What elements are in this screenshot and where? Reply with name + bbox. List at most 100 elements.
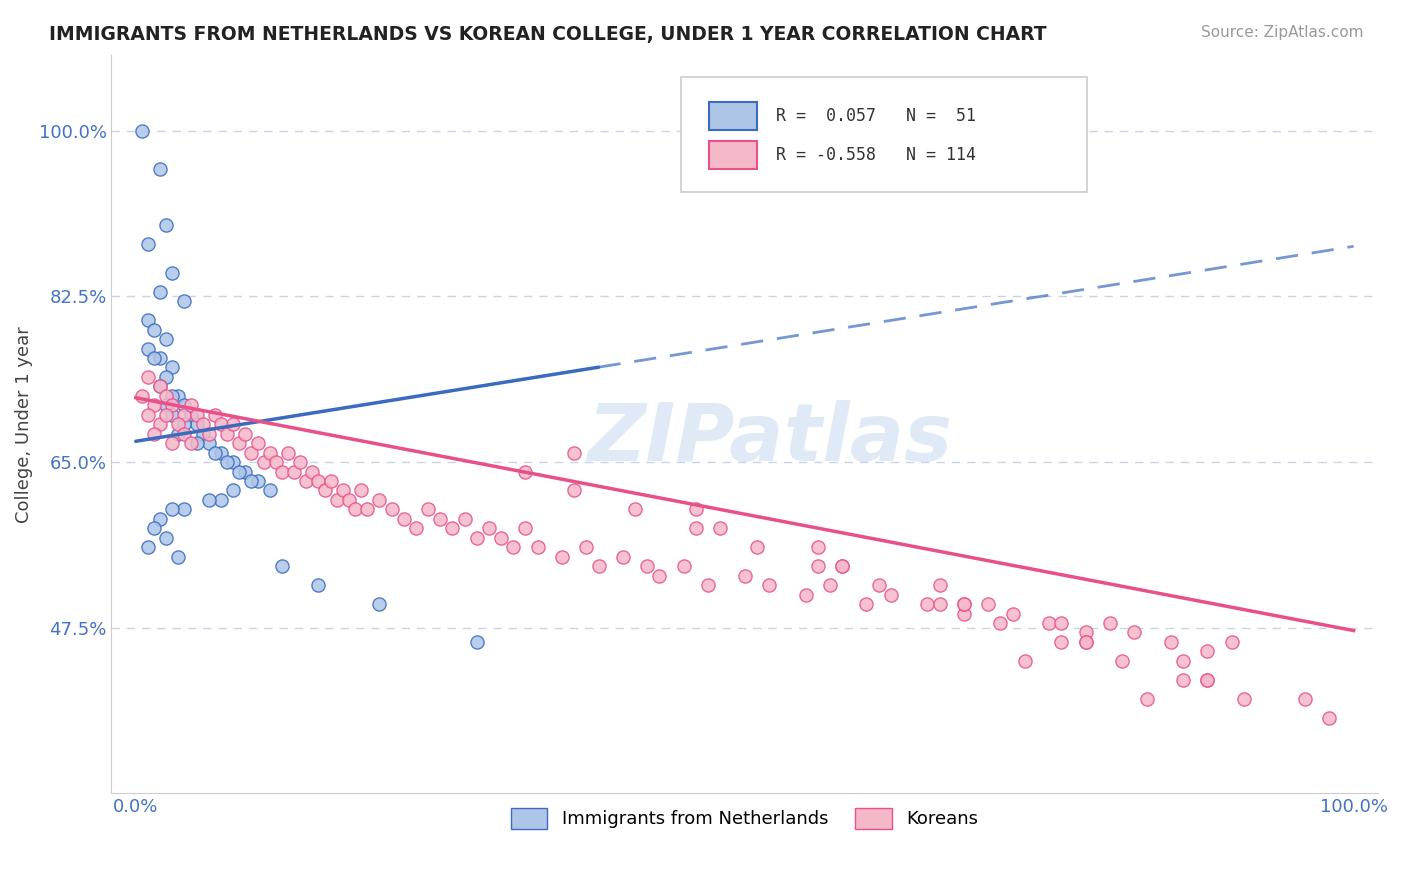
Point: [162, 408, 184, 422]
Point: [332, 483, 354, 498]
Point: [917, 597, 939, 611]
Point: [283, 465, 305, 479]
Point: [1074, 635, 1097, 649]
Point: [136, 370, 159, 384]
Point: [880, 588, 903, 602]
Point: [953, 607, 976, 621]
Point: [173, 294, 195, 309]
Point: [271, 559, 294, 574]
Point: [288, 455, 311, 469]
Point: [709, 521, 731, 535]
Point: [259, 445, 281, 459]
Point: [1123, 625, 1146, 640]
Point: [198, 492, 221, 507]
Point: [953, 597, 976, 611]
Point: [209, 445, 232, 459]
Point: [204, 445, 226, 459]
Point: [1294, 691, 1316, 706]
Point: [136, 342, 159, 356]
Point: [143, 426, 166, 441]
Point: [191, 417, 214, 432]
Point: [173, 426, 195, 441]
Point: [1050, 615, 1073, 630]
Point: [180, 436, 202, 450]
Point: [648, 568, 671, 582]
Point: [612, 549, 634, 564]
Point: [1171, 673, 1194, 687]
Point: [180, 408, 202, 422]
Point: [136, 541, 159, 555]
Point: [136, 313, 159, 327]
Point: [162, 266, 184, 280]
Point: [162, 389, 184, 403]
Point: [167, 549, 190, 564]
Point: [526, 541, 548, 555]
Point: [259, 483, 281, 498]
Point: [478, 521, 501, 535]
Point: [173, 502, 195, 516]
Point: [162, 436, 184, 450]
Point: [392, 512, 415, 526]
Point: [1233, 691, 1256, 706]
Point: [337, 492, 360, 507]
Point: [636, 559, 658, 574]
Point: [155, 531, 177, 545]
Point: [167, 426, 190, 441]
Legend: Immigrants from Netherlands, Koreans: Immigrants from Netherlands, Koreans: [505, 801, 986, 836]
Point: [818, 578, 841, 592]
Point: [807, 559, 830, 574]
Point: [155, 370, 177, 384]
Point: [990, 615, 1012, 630]
Point: [465, 531, 488, 545]
Point: [186, 417, 208, 432]
Point: [307, 578, 329, 592]
Point: [295, 474, 318, 488]
Point: [368, 597, 391, 611]
Bar: [709, 102, 758, 129]
Point: [1197, 673, 1219, 687]
Point: [228, 436, 250, 450]
Point: [149, 161, 172, 176]
Point: [685, 521, 707, 535]
Point: [136, 237, 159, 252]
Point: [551, 549, 574, 564]
Point: [235, 426, 257, 441]
Point: [167, 389, 190, 403]
Point: [186, 408, 208, 422]
Point: [264, 455, 287, 469]
Point: [416, 502, 439, 516]
Point: [180, 398, 202, 412]
Point: [441, 521, 464, 535]
Point: [515, 521, 537, 535]
Point: [240, 474, 263, 488]
Point: [953, 597, 976, 611]
Point: [149, 379, 172, 393]
Point: [1197, 673, 1219, 687]
Point: [131, 124, 153, 138]
Text: ZIPatlas: ZIPatlas: [588, 400, 952, 478]
Point: [356, 502, 378, 516]
Point: [155, 408, 177, 422]
Point: [489, 531, 512, 545]
Point: [562, 445, 585, 459]
Point: [228, 465, 250, 479]
Point: [1171, 654, 1194, 668]
Point: [209, 417, 232, 432]
Point: [1160, 635, 1182, 649]
Point: [624, 502, 647, 516]
Point: [162, 502, 184, 516]
Point: [217, 455, 239, 469]
Point: [697, 578, 720, 592]
Point: [155, 332, 177, 346]
Point: [155, 219, 177, 233]
Point: [1111, 654, 1133, 668]
Point: [1074, 635, 1097, 649]
Point: [380, 502, 402, 516]
Point: [131, 389, 153, 403]
Point: [685, 502, 707, 516]
Point: [149, 351, 172, 365]
Point: [246, 436, 269, 450]
Point: [928, 597, 950, 611]
Point: [167, 417, 190, 432]
Point: [149, 417, 172, 432]
